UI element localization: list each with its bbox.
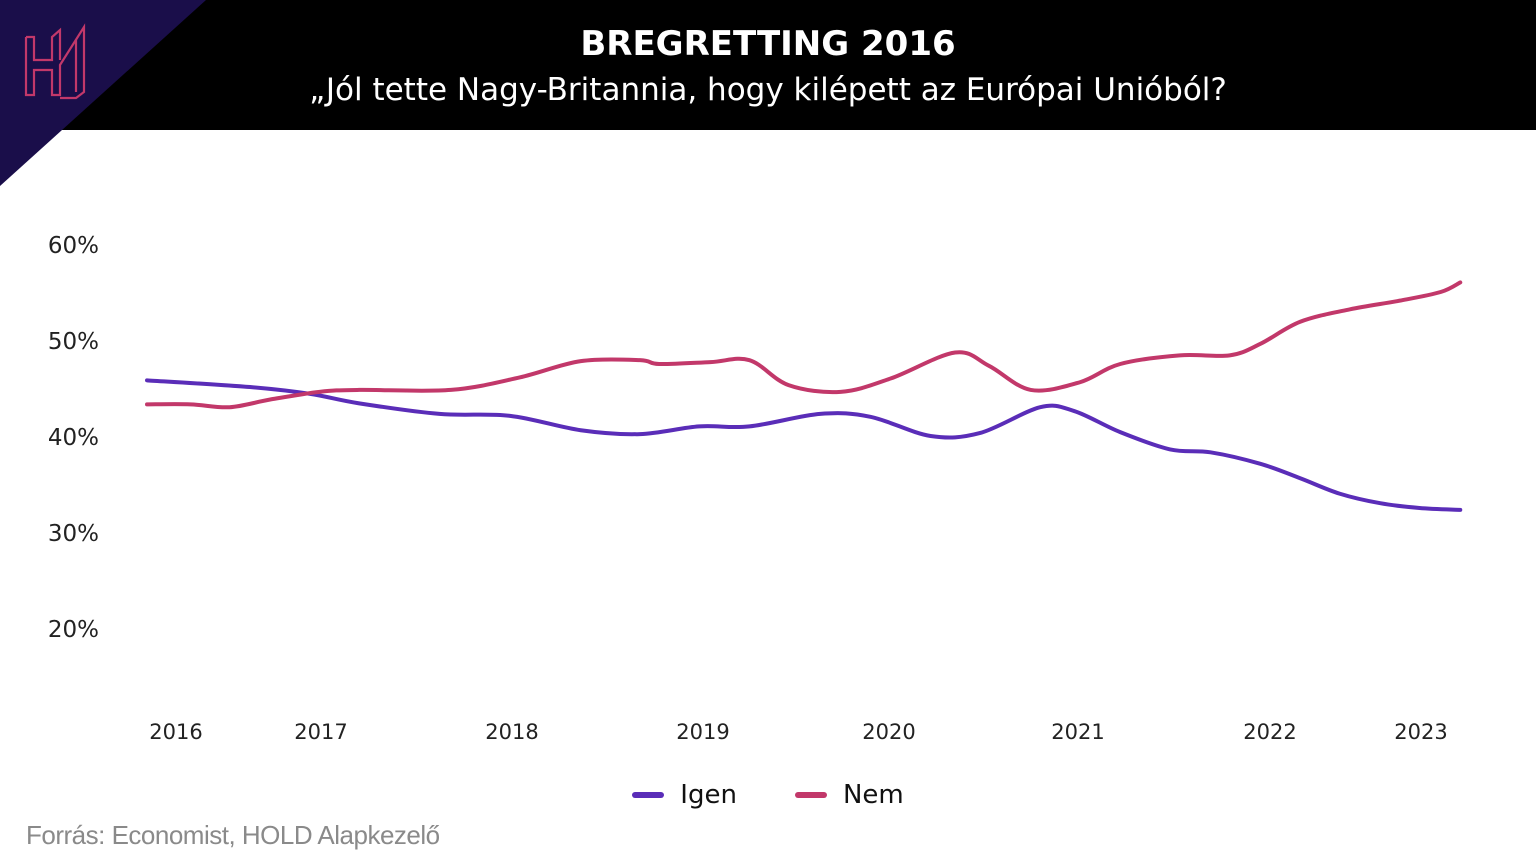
x-tick-label: 2020: [862, 720, 915, 744]
y-tick-label: 50%: [48, 329, 99, 355]
header-bar: [0, 0, 1536, 130]
legend-swatch-igen: [632, 792, 665, 798]
legend-swatch-nem: [794, 792, 827, 798]
series-line-nem: [145, 280, 1463, 410]
y-tick-label: 20%: [48, 617, 99, 643]
y-tick-label: 40%: [48, 425, 99, 451]
x-tick-label: 2019: [676, 720, 729, 744]
x-tick-label: 2016: [149, 720, 202, 744]
line-chart: 20% 30% 40% 50% 60% 2016 2017 2018 2019 2020 2021 2…: [48, 233, 1463, 744]
legend-label-igen: Igen: [680, 780, 737, 810]
legend-item-igen: Igen: [632, 780, 737, 810]
hold-logo-icon: [24, 23, 86, 100]
x-tick-label: 2017: [294, 720, 347, 744]
source-note: Forrás: Economist, HOLD Alapkezelő: [26, 820, 440, 850]
legend-label-nem: Nem: [842, 780, 904, 810]
y-tick-label: 30%: [48, 521, 99, 547]
x-tick-label: 2018: [485, 720, 538, 744]
chart-title: BREGRETTING 2016: [580, 24, 956, 64]
x-tick-label: 2021: [1051, 720, 1104, 744]
logo-corner: [0, 0, 206, 186]
legend: Igen Nem: [0, 780, 1536, 810]
y-tick-label: 60%: [48, 233, 99, 259]
series-line-igen: [145, 378, 1463, 512]
x-tick-label: 2022: [1243, 720, 1296, 744]
chart-subtitle: „Jól tette Nagy-Britannia, hogy kilépett…: [309, 72, 1227, 108]
legend-item-nem: Nem: [794, 780, 904, 810]
x-tick-label: 2023: [1394, 720, 1447, 744]
